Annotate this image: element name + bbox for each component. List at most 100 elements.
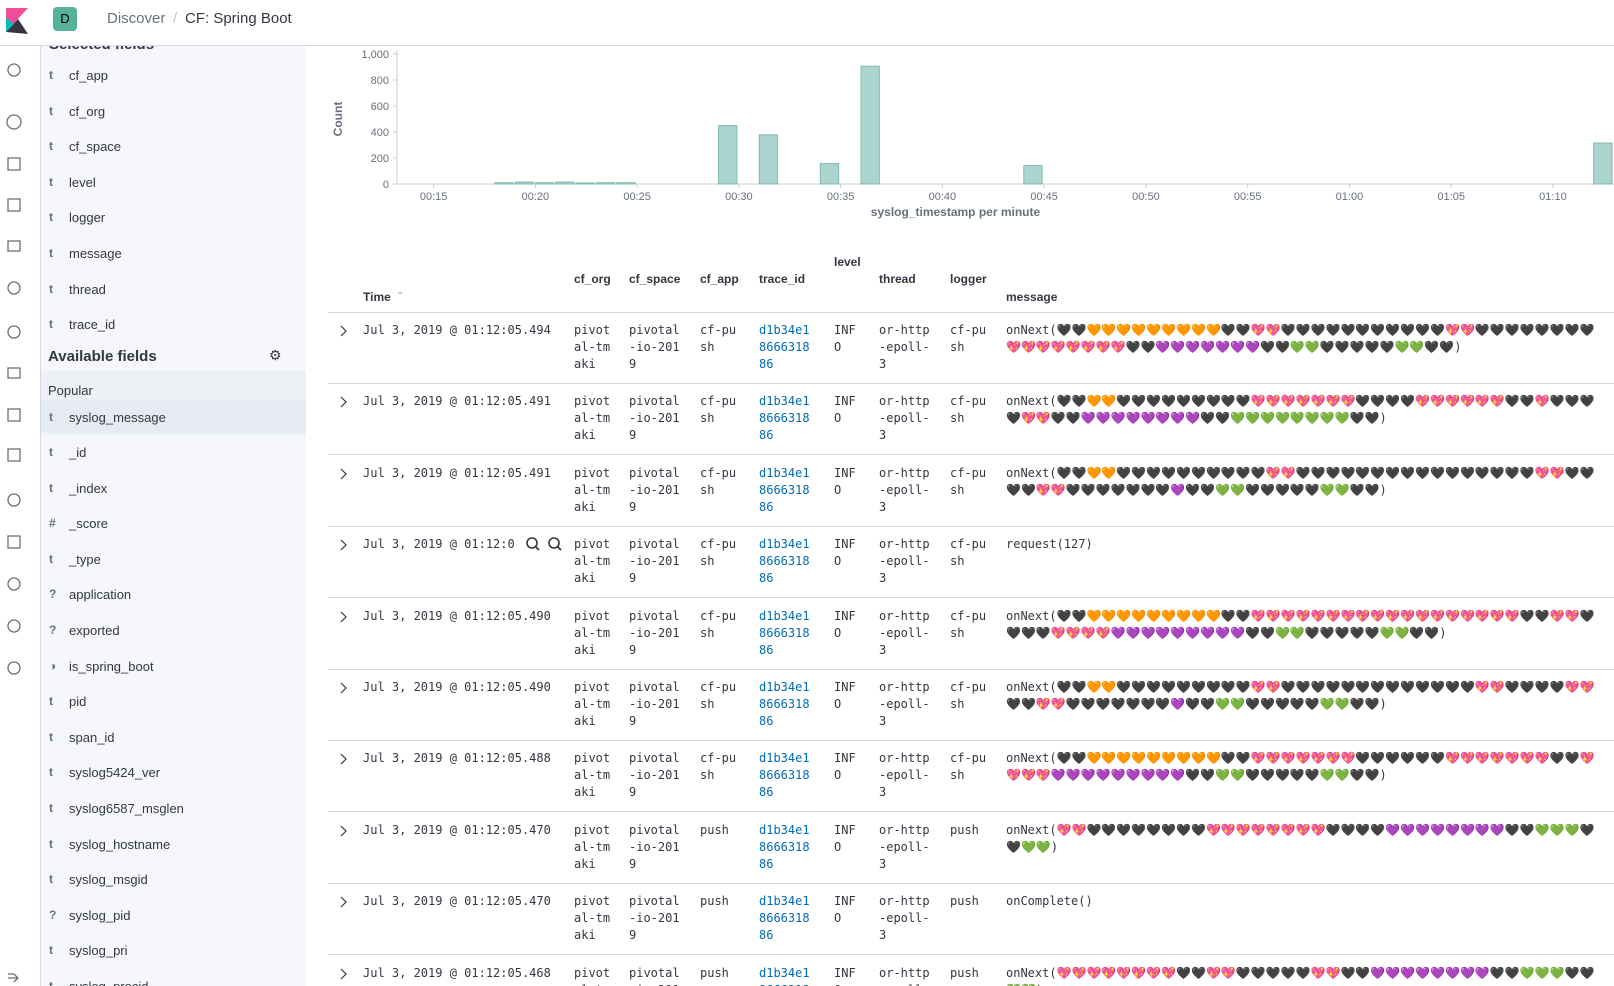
field-type: t [49, 68, 53, 82]
column-header[interactable]: logger [950, 272, 987, 286]
expand-icon[interactable] [339, 325, 349, 337]
field-name[interactable]: _type [69, 551, 101, 567]
field-name[interactable]: thread [69, 281, 106, 297]
field-name[interactable]: pid [69, 694, 87, 710]
bar[interactable] [514, 181, 534, 185]
field-name[interactable]: cf_org [69, 103, 106, 119]
cell: or-http-epoll-3 [879, 608, 930, 657]
expand-icon[interactable] [339, 682, 349, 694]
field-name[interactable]: level [69, 174, 96, 190]
expand-icon[interactable] [339, 539, 349, 551]
column-header[interactable]: Time [363, 290, 391, 304]
field-name[interactable]: cf_space [69, 139, 122, 155]
cell: push [700, 965, 729, 980]
expand-icon[interactable] [339, 753, 349, 765]
bar[interactable] [1593, 142, 1613, 185]
field-name[interactable]: _id [69, 445, 87, 460]
column-header[interactable]: level [834, 255, 861, 269]
field-name[interactable]: message [69, 246, 122, 261]
expand-icon[interactable] [339, 611, 349, 623]
breadcrumb[interactable]: Discover [107, 10, 166, 27]
field-name[interactable]: exported [69, 623, 120, 638]
field-name[interactable]: _score [69, 516, 109, 532]
field-name[interactable]: syslog_hostname [69, 836, 171, 852]
column-header[interactable]: thread [879, 272, 916, 286]
column-header[interactable]: cf_org [574, 272, 611, 286]
x-tick-label: 00:50 [1132, 191, 1160, 203]
field-name[interactable]: span_id [69, 729, 115, 745]
bar[interactable] [1023, 165, 1043, 185]
doc-table: Time cf_org cf_space cf_app trace_id level thr… [306, 230, 1614, 986]
row-divider [328, 312, 1614, 313]
bar[interactable] [595, 182, 616, 185]
cell: d1b34e1866631886 [759, 822, 810, 871]
y-tick-label: 1,000 [361, 49, 389, 61]
cell: INFO [834, 965, 856, 986]
avatar[interactable]: D [53, 7, 77, 31]
cell: Jul 3, 2019 @ 01:12:05.491 [363, 465, 551, 480]
field-name[interactable]: _index [69, 480, 108, 496]
zoom-out[interactable] [548, 537, 560, 549]
bar[interactable] [758, 134, 779, 185]
field-type: ? [49, 907, 57, 922]
field-name[interactable]: is_spring_boot [69, 658, 154, 674]
cell: INFO [834, 537, 856, 569]
cell: Jul 3, 2019 @ 01:12:05.491 [363, 394, 551, 409]
expand-icon[interactable] [339, 825, 349, 837]
bar[interactable] [718, 125, 738, 185]
row-divider [328, 668, 1614, 670]
field-name[interactable]: trace_id [69, 317, 116, 333]
cell: cf-push [950, 608, 987, 640]
field-name[interactable]: syslog6587_msglen [69, 801, 184, 816]
x-tick-label: 01:05 [1437, 191, 1465, 203]
cell: pivotal-io-2019 [629, 537, 680, 586]
bar[interactable] [819, 163, 840, 185]
expand-icon[interactable] [339, 896, 349, 908]
cell: cf-push [950, 751, 987, 783]
field-type: ◑ [49, 658, 57, 673]
column-header[interactable]: message [1006, 290, 1058, 304]
cell: pivotal-io-2019 [629, 394, 680, 443]
message-cell: onNext(🖤🖤🧡🧡🧡🧡🧡🧡🧡🧡🧡🖤🖤💖💖💖💖💖💖💖🖤🖤🖤🖤🖤🖤💖💖💖💖💖💖💖… [1006, 751, 1595, 783]
field-name[interactable]: syslog_pri [69, 943, 128, 959]
field-name[interactable]: syslog_message [69, 410, 166, 425]
cell: cf-push [700, 465, 737, 497]
field-name[interactable]: cf_app [69, 68, 109, 83]
cell: Jul 3, 2019 @ 01:12:05.488 [363, 751, 551, 766]
cell: or-http-epoll-3 [879, 323, 930, 371]
bar[interactable] [575, 182, 595, 185]
section-title: Available fields [48, 348, 157, 365]
zoom-icons [526, 536, 566, 553]
field-name[interactable]: application [69, 587, 132, 603]
field-type: t [49, 801, 53, 815]
column-header[interactable]: trace_id [759, 272, 806, 286]
field-type: t [49, 836, 53, 851]
chevron [340, 468, 347, 480]
field-name[interactable]: syslog_msgid [69, 872, 148, 888]
expand-icon[interactable] [339, 468, 349, 480]
cell: cf-push [700, 537, 737, 569]
field-name[interactable]: syslog_pid [69, 907, 131, 923]
bar[interactable] [534, 182, 555, 185]
field-name[interactable]: syslog_procid [69, 979, 149, 986]
field-name[interactable]: logger [69, 210, 106, 226]
histogram: 0 200 400 600 800 1,000 00:15 00:20 00:25 00:30 00… [331, 49, 1614, 219]
chevron [340, 539, 347, 551]
column-header[interactable]: cf_app [700, 272, 739, 286]
expand-icon[interactable] [339, 396, 349, 408]
cell: cf-push [950, 537, 987, 569]
cell: INFO [834, 822, 856, 854]
bar[interactable] [494, 182, 514, 185]
column-header[interactable]: cf_space [629, 272, 681, 286]
cell: pivotal-io-2019 [629, 894, 680, 943]
zoom-in[interactable] [526, 537, 538, 549]
bar[interactable] [555, 181, 575, 185]
expand-icon[interactable] [339, 968, 349, 980]
cell: pivotal-tmaki [574, 608, 611, 657]
message-cell: onComplete() [1006, 894, 1093, 909]
bar[interactable] [860, 65, 880, 185]
cell: push [950, 894, 979, 909]
bar[interactable] [616, 182, 636, 185]
field-name[interactable]: syslog5424_ver [69, 765, 161, 781]
